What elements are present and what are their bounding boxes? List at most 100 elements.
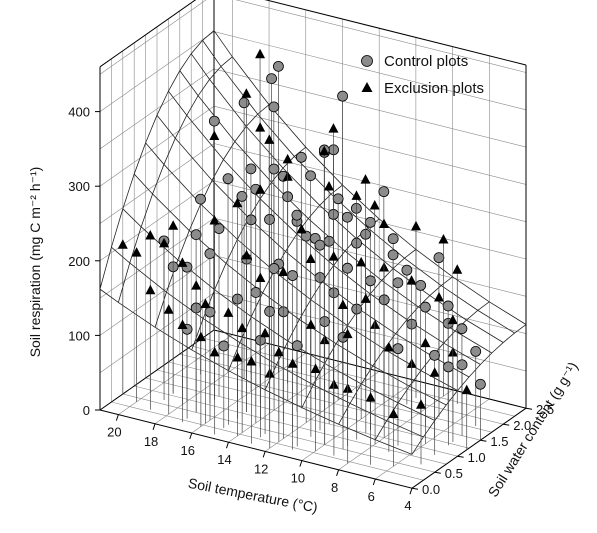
exclusion-point <box>296 223 307 234</box>
floor-grid-line <box>265 371 380 452</box>
z-tick-label: 100 <box>68 328 90 343</box>
z-tick-label: 400 <box>68 105 90 120</box>
control-point <box>268 263 280 274</box>
surface-line-temperature <box>338 276 453 425</box>
exclusion-point <box>241 88 252 98</box>
y-tick-mark <box>457 455 464 458</box>
control-point <box>305 170 316 182</box>
exclusion-point <box>255 272 266 283</box>
control-point <box>268 163 280 175</box>
surface-line-water <box>202 40 515 334</box>
control-point <box>222 173 234 185</box>
exclusion-point <box>232 351 243 362</box>
x-tick-label: 12 <box>254 461 268 476</box>
exclusion-point <box>255 48 266 59</box>
control-point <box>442 361 454 373</box>
control-point <box>419 301 431 313</box>
exclusion-point <box>369 200 380 210</box>
control-point <box>218 340 230 352</box>
control-point <box>266 73 277 84</box>
control-point <box>287 270 298 281</box>
x-tick-mark <box>189 432 193 440</box>
z-tick-label: 0 <box>83 403 90 418</box>
floor-grid-line <box>228 361 343 443</box>
control-point <box>401 264 413 276</box>
exclusion-point <box>145 230 156 240</box>
floor-grid-line <box>134 385 447 465</box>
y-tick-mark <box>503 423 510 426</box>
exclusion-point <box>406 275 417 285</box>
exclusion-point <box>416 399 427 409</box>
exclusion-point <box>200 298 211 309</box>
exclusion-point <box>287 358 298 368</box>
control-point <box>245 163 257 175</box>
exclusion-point <box>360 174 371 184</box>
floor-grid-line <box>375 398 490 480</box>
exclusion-point <box>168 220 179 230</box>
exclusion-point <box>328 251 339 261</box>
exclusion-point <box>209 130 220 141</box>
control-point <box>204 306 216 318</box>
exclusion-point <box>273 346 284 357</box>
control-point <box>332 193 344 205</box>
data-points <box>117 48 486 467</box>
exclusion-point <box>191 280 202 290</box>
floor-grid-line <box>191 352 306 434</box>
exclusion-point <box>177 319 188 330</box>
control-point <box>337 90 348 102</box>
back-grid-line <box>213 105 527 185</box>
legend-exclusion-marker <box>361 82 373 92</box>
y-tick-label: 2.5 <box>536 402 554 417</box>
exclusion-point <box>388 408 399 418</box>
exclusion-point <box>360 293 371 303</box>
exclusion-point <box>410 220 421 231</box>
control-point <box>341 211 353 223</box>
surface-line-temperature <box>411 324 527 455</box>
control-point <box>213 223 225 234</box>
exclusion-point <box>209 346 220 357</box>
x-tick-label: 4 <box>404 498 411 513</box>
floor-grid-line <box>154 343 270 425</box>
back-grid-line <box>213 143 527 222</box>
back-grid-line <box>213 31 527 111</box>
box-edge <box>411 407 527 489</box>
exclusion-point <box>223 307 234 317</box>
control-point <box>378 186 390 198</box>
exclusion-point <box>438 234 449 244</box>
y-tick-mark <box>480 439 487 442</box>
x-tick-label: 6 <box>368 489 375 504</box>
exclusion-point <box>342 328 353 339</box>
control-point <box>392 343 404 355</box>
exclusion-point <box>237 322 248 333</box>
z-axis-title: Soil respiration (mg C m⁻² h⁻¹) <box>27 167 43 358</box>
exclusion-point <box>383 342 394 352</box>
y-tick-mark <box>434 471 441 474</box>
x-tick-label: 20 <box>107 425 121 440</box>
surface-line-water <box>111 246 424 438</box>
exclusion-point <box>131 247 142 257</box>
exclusion-point <box>264 134 275 144</box>
control-point <box>392 277 404 289</box>
y-tick-label: 2.0 <box>513 418 531 433</box>
back-panes-grid <box>99 0 527 489</box>
control-point <box>387 233 399 245</box>
control-point <box>204 248 216 260</box>
exclusion-point <box>255 184 266 194</box>
exclusion-point <box>177 257 188 267</box>
x-tick-label: 18 <box>144 434 158 449</box>
exclusion-point <box>310 363 321 373</box>
exclusion-point <box>305 253 316 264</box>
z-tick-label: 200 <box>68 254 90 269</box>
z-tick-label: 300 <box>68 179 90 194</box>
surface-line-temperature <box>99 30 215 290</box>
y-tick-label: 1.0 <box>468 450 486 465</box>
control-point <box>208 115 220 127</box>
control-point <box>273 60 284 72</box>
y-tick-label: 0.5 <box>445 466 463 481</box>
box-edge <box>264 0 527 66</box>
surface-line-water <box>156 114 470 378</box>
x-tick-label: 8 <box>331 480 338 495</box>
floor-grid-line <box>145 377 458 457</box>
control-point <box>190 229 202 241</box>
